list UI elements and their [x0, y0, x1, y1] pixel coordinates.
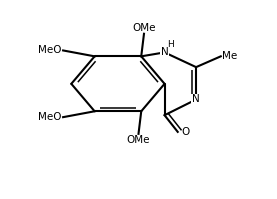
Text: N: N: [192, 95, 200, 104]
Text: O: O: [181, 127, 189, 137]
Text: OMe: OMe: [132, 23, 156, 33]
Text: OMe: OMe: [127, 135, 150, 145]
Text: MeO: MeO: [38, 112, 62, 122]
Text: H: H: [167, 40, 173, 49]
Text: MeO: MeO: [38, 45, 62, 56]
Text: Me: Me: [222, 51, 237, 61]
Text: N: N: [161, 47, 168, 57]
